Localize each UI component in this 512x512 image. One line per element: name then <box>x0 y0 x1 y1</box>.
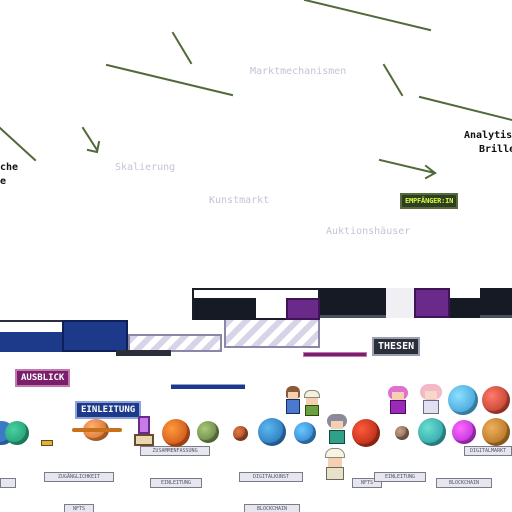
arrow-line <box>418 95 512 122</box>
planet-orange[interactable] <box>162 419 190 447</box>
planet-coral[interactable] <box>482 386 510 414</box>
concept-label-kunstmarkt[interactable]: Kunstmarkt <box>209 195 270 206</box>
left-edge-text-line: e <box>0 176 7 187</box>
tag-cut <box>0 478 16 488</box>
planet-light-blue[interactable] <box>294 422 316 444</box>
character-sprite-light-pink-hair[interactable] <box>418 384 444 414</box>
character-sprite-grey-hair[interactable] <box>325 414 349 444</box>
planet-cyan[interactable] <box>448 385 478 415</box>
arrow-line <box>0 126 37 162</box>
purple-block <box>286 298 320 320</box>
navy-strip <box>171 384 245 389</box>
right-edge-text: Analytis Brille <box>464 129 512 157</box>
purple-strip <box>303 352 367 357</box>
tag-zugaenglichkeit[interactable]: ZUGÄNGLICHKEIT <box>44 472 114 482</box>
arrow-line <box>382 63 404 97</box>
planet-small-red[interactable] <box>233 426 248 441</box>
dark-block <box>194 298 256 320</box>
dark-ledge <box>116 350 171 356</box>
hatched-platform <box>128 334 222 352</box>
tag-einleitung[interactable]: EINLEITUNG <box>374 472 426 482</box>
right-edge-text-line: Brille <box>479 144 512 155</box>
concept-label-marktmechanismen[interactable]: Marktmechanismen <box>250 66 347 77</box>
character-sprite-pink-hair[interactable] <box>386 386 410 414</box>
wall-segment <box>386 288 414 318</box>
planet-amber[interactable] <box>482 418 510 446</box>
small-chest-sprite[interactable] <box>41 436 53 446</box>
einleitung-badge[interactable]: EINLEITUNG <box>75 401 142 419</box>
empfaenger-badge[interactable]: EMPFÄNGER:IN <box>400 193 459 209</box>
left-edge-text: che e <box>0 161 18 189</box>
tag-blockchain[interactable]: BLOCKCHAIN <box>244 504 300 512</box>
arrow-line <box>105 63 234 97</box>
wall-segment <box>0 320 62 332</box>
arrow-line <box>303 0 432 32</box>
planet-red[interactable] <box>352 419 380 447</box>
left-edge-text-line: che <box>0 162 19 173</box>
planet-green[interactable] <box>5 421 29 445</box>
arrow-line <box>378 158 437 175</box>
tag-einleitung[interactable]: EINLEITUNG <box>150 478 202 488</box>
navy-block <box>0 332 62 352</box>
planet-blue[interactable] <box>258 418 286 446</box>
tag-blockchain[interactable]: BLOCKCHAIN <box>436 478 492 488</box>
planet-olive[interactable] <box>197 421 219 443</box>
crystal-throne-sprite[interactable] <box>134 416 154 446</box>
arrow-line <box>81 126 99 152</box>
navy-block <box>62 320 128 352</box>
planet-ring <box>72 428 122 432</box>
tag-nfts[interactable]: NFTS <box>64 504 94 512</box>
dark-block <box>450 298 480 318</box>
tag-digitalkunst[interactable]: DIGITALKUNST <box>239 472 303 482</box>
arrow-line <box>171 31 193 65</box>
planet-teal[interactable] <box>418 418 446 446</box>
dark-block <box>480 288 512 318</box>
character-sprite-brown-hair[interactable] <box>283 386 303 414</box>
hatched-platform <box>224 318 320 348</box>
arrowhead <box>424 164 437 180</box>
dark-block <box>320 288 386 318</box>
character-sprite-white-hat[interactable] <box>302 390 322 416</box>
right-edge-text-line: Analytis <box>464 130 512 141</box>
purple-block <box>414 288 450 318</box>
tag-zusammenfassung[interactable]: ZUSAMMENFASSUNG <box>140 446 210 456</box>
concept-label-skalierung[interactable]: Skalierung <box>115 162 176 173</box>
ausblick-badge[interactable]: AUSBLICK <box>15 369 71 387</box>
arrowhead <box>86 140 101 154</box>
character-sprite-chef[interactable] <box>322 448 348 480</box>
tag-nfts[interactable]: NFTS <box>352 478 382 488</box>
planet-magenta[interactable] <box>452 420 476 444</box>
concept-label-auktionshaeuser[interactable]: Auktionshäuser <box>326 226 411 237</box>
thesen-badge[interactable]: THESEN <box>372 337 421 356</box>
tag-digitalmarkt[interactable]: DIGITALMARKT <box>464 446 512 456</box>
planet-small-brown[interactable] <box>395 426 409 440</box>
